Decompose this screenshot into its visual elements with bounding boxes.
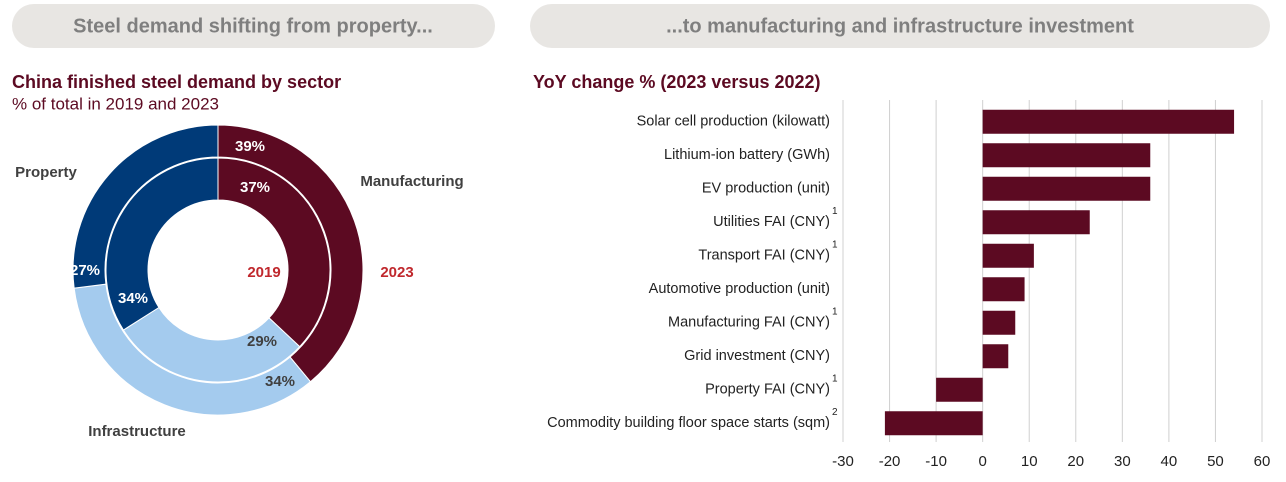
footnote-mark: 1 [832,206,838,217]
category-label: Automotive production (unit) [649,281,830,297]
value-label: 27% [70,262,100,279]
donut-segment [72,124,219,289]
category-label: Manufacturing FAI (CNY) [668,315,830,331]
value-label: 34% [265,373,295,390]
category-label: Infrastructure [88,423,186,440]
bar [982,310,1016,335]
category-label: Commodity building floor space starts (s… [547,415,830,431]
x-tick-label: 50 [1207,453,1224,470]
x-tick-label: -30 [832,453,854,470]
bar [936,377,983,402]
bar [982,243,1034,268]
value-label: 37% [240,179,270,196]
category-label: Utilities FAI (CNY) [713,214,830,230]
x-tick-label: 20 [1067,453,1084,470]
category-label: EV production (unit) [702,181,830,197]
footnote-mark: 2 [832,407,838,418]
bar [982,344,1009,369]
x-tick-label: 30 [1114,453,1131,470]
category-label: Solar cell production (kilowatt) [637,114,830,130]
donut-title: China finished steel demand by sector [12,72,341,92]
x-tick-label: 10 [1021,453,1038,470]
category-label: Property FAI (CNY) [705,382,830,398]
value-label: 34% [118,290,148,307]
series-label: 2023 [380,264,413,281]
footnote-mark: 1 [832,306,838,317]
donut-segment [217,157,331,348]
x-tick-label: -20 [879,453,901,470]
bar [982,143,1151,168]
value-label: 39% [235,138,265,155]
category-label: Lithium-ion battery (GWh) [664,147,830,163]
bar [982,210,1090,235]
footnote-mark: 1 [832,373,838,384]
x-tick-label: 60 [1254,453,1271,470]
category-label: Grid investment (CNY) [684,348,830,364]
header-right: ...to manufacturing and infrastructure i… [666,15,1134,37]
category-label: Property [15,164,77,181]
footnote-mark: 1 [832,239,838,250]
series-label: 2019 [247,264,280,281]
bar [982,109,1235,134]
category-label: Manufacturing [360,173,463,190]
donut-segment [122,306,301,383]
x-tick-label: 0 [978,453,986,470]
value-label: 29% [247,333,277,350]
x-tick-label: -10 [925,453,947,470]
donut-subtitle: % of total in 2019 and 2023 [12,94,219,113]
header-pill [12,4,495,48]
bar [884,411,983,436]
donut-segment [105,157,219,331]
bar [982,277,1025,302]
category-label: Transport FAI (CNY) [698,248,830,264]
header-pill [530,4,1270,48]
bar-title: YoY change % (2023 versus 2022) [533,72,821,92]
header-left: Steel demand shifting from property... [73,15,433,37]
bar [982,176,1151,201]
x-tick-label: 40 [1161,453,1178,470]
